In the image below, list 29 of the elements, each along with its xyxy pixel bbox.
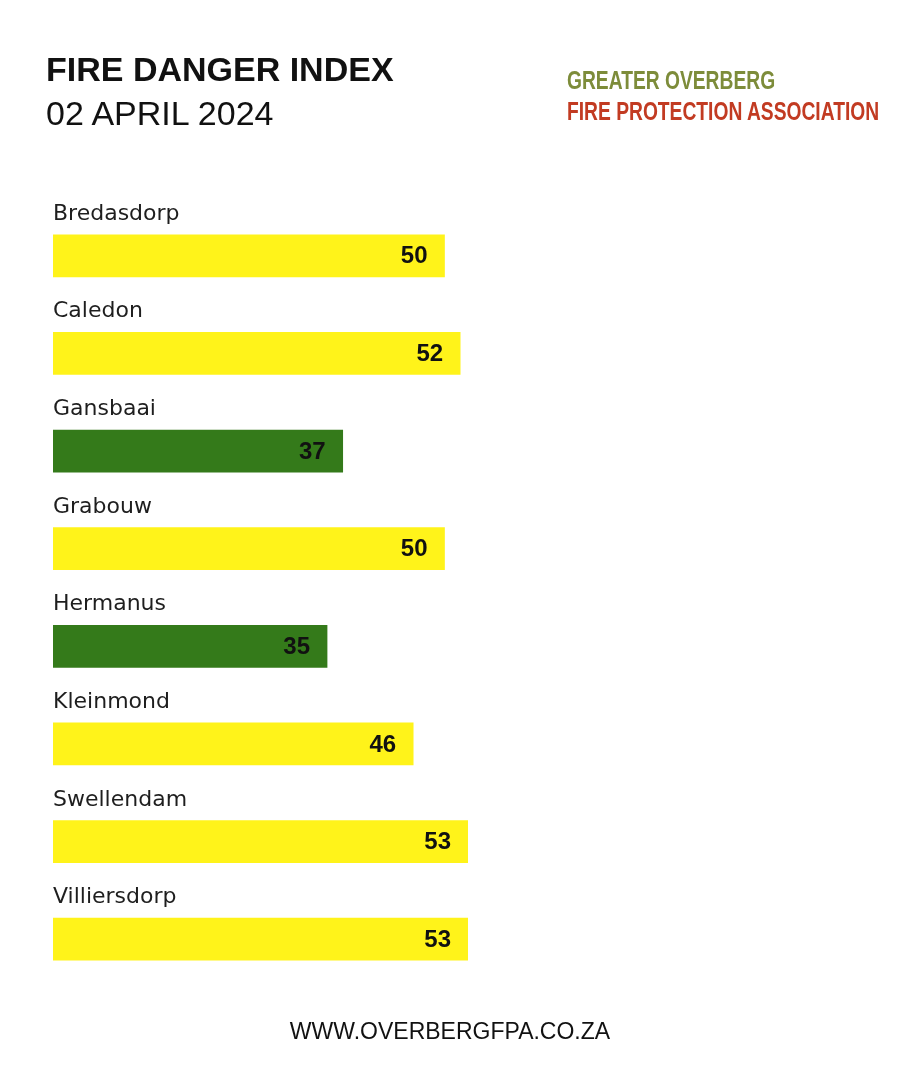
bar — [53, 527, 445, 571]
y-tick-label: Caledon — [53, 297, 143, 323]
data-label: 53 — [424, 827, 451, 855]
bar — [53, 332, 461, 375]
y-tick-label: Villiersdorp — [53, 883, 177, 909]
text: FIRE PROTECTION ASSOCIATION — [567, 96, 880, 126]
y-tick-label: Kleinmond — [53, 687, 170, 713]
y-tick-label: Grabouw — [53, 492, 152, 518]
y-tick-label: Bredasdorp — [53, 199, 180, 225]
text: WWW.OVERBERGFPA.CO.ZA — [288, 1018, 612, 1044]
data-label: 37 — [299, 436, 326, 464]
data-label: 53 — [424, 924, 451, 952]
chart-subtitle: 02 APRIL 2024 — [46, 94, 274, 132]
data-label: 50 — [400, 241, 428, 269]
chart-title: FIRE DANGER INDEX — [46, 50, 394, 88]
y-tick-label: Gansbaai — [53, 395, 156, 421]
bar — [53, 624, 328, 668]
bar — [53, 234, 445, 278]
bar — [53, 820, 468, 863]
data-label: 46 — [369, 729, 397, 757]
text: GREATER OVERBERG — [567, 65, 776, 95]
bar — [53, 722, 414, 766]
bar — [53, 429, 344, 473]
y-tick-label: Hermanus — [53, 590, 166, 616]
y-tick-label: Swellendam — [53, 785, 188, 811]
data-label: 52 — [416, 339, 444, 367]
data-label: 50 — [400, 534, 428, 562]
bar — [53, 917, 468, 961]
data-label: 35 — [283, 631, 311, 659]
